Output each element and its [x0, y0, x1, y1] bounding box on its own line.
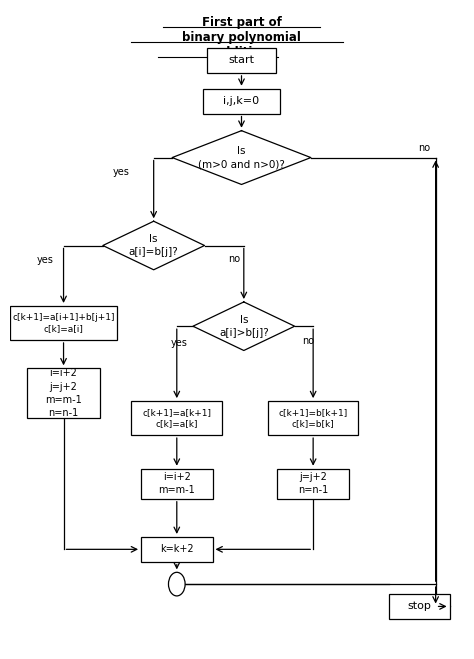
Text: i=i+2
m=m-1: i=i+2 m=m-1: [158, 472, 195, 496]
Text: k=k+2: k=k+2: [160, 544, 193, 554]
Bar: [277, 469, 349, 499]
Text: no: no: [302, 335, 315, 346]
Text: yes: yes: [113, 167, 130, 177]
Text: i,j,k=0: i,j,k=0: [223, 96, 260, 106]
Polygon shape: [193, 302, 295, 351]
Polygon shape: [103, 221, 204, 270]
Bar: [203, 89, 280, 113]
Bar: [390, 594, 449, 619]
Text: addition: addition: [214, 46, 269, 59]
Text: no: no: [228, 254, 241, 264]
Polygon shape: [172, 130, 311, 185]
Bar: [207, 48, 276, 73]
Circle shape: [168, 572, 185, 596]
Bar: [131, 401, 222, 435]
Text: yes: yes: [171, 337, 188, 348]
Text: i=i+2
j=j+2
m=m-1
n=n-1: i=i+2 j=j+2 m=m-1 n=n-1: [45, 368, 82, 418]
Text: start: start: [228, 55, 255, 65]
Text: c[k+1]=b[k+1]
c[k]=b[k]: c[k+1]=b[k+1] c[k]=b[k]: [279, 408, 348, 428]
Text: Is
a[i]>b[j]?: Is a[i]>b[j]?: [219, 314, 269, 338]
Bar: [141, 537, 213, 562]
Bar: [10, 306, 117, 340]
Bar: [27, 368, 100, 418]
Text: stop: stop: [408, 602, 431, 612]
Text: yes: yes: [36, 255, 54, 265]
Text: j=j+2
n=n-1: j=j+2 n=n-1: [298, 472, 328, 496]
Text: First part of: First part of: [201, 16, 282, 29]
Bar: [268, 401, 358, 435]
Bar: [141, 469, 213, 499]
Text: Is
(m>0 and n>0)?: Is (m>0 and n>0)?: [198, 146, 285, 169]
Text: Is
a[i]=b[j]?: Is a[i]=b[j]?: [129, 234, 179, 257]
Text: no: no: [418, 143, 430, 153]
Text: c[k+1]=a[k+1]
c[k]=a[k]: c[k+1]=a[k+1] c[k]=a[k]: [142, 408, 211, 428]
Text: binary polynomial: binary polynomial: [182, 31, 301, 44]
Text: c[k+1]=a[i+1]+b[j+1]
c[k]=a[i]: c[k+1]=a[i+1]+b[j+1] c[k]=a[i]: [12, 312, 115, 333]
